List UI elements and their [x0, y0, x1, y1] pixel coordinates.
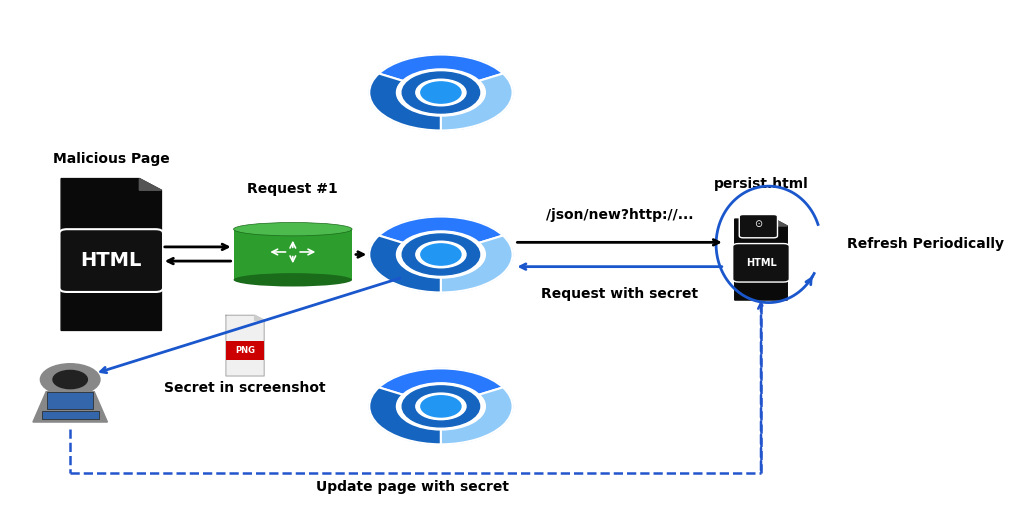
Text: ⊙: ⊙ [755, 219, 763, 229]
FancyBboxPatch shape [47, 392, 93, 409]
FancyBboxPatch shape [233, 229, 352, 280]
Circle shape [421, 82, 461, 103]
Circle shape [396, 69, 485, 116]
Text: HTML: HTML [81, 251, 142, 270]
Circle shape [396, 383, 485, 430]
Text: persist.html: persist.html [714, 177, 808, 191]
Circle shape [416, 241, 466, 268]
Ellipse shape [233, 222, 352, 236]
Wedge shape [379, 54, 503, 93]
Polygon shape [33, 392, 108, 422]
Circle shape [421, 244, 461, 265]
Text: /json/new?http://...: /json/new?http://... [546, 208, 693, 221]
Text: PNG: PNG [236, 346, 255, 355]
Circle shape [53, 371, 87, 389]
Text: HTML: HTML [745, 258, 776, 268]
Polygon shape [735, 219, 787, 300]
Circle shape [396, 231, 485, 278]
Polygon shape [255, 315, 264, 320]
Circle shape [370, 369, 513, 444]
Text: Secret in screenshot: Secret in screenshot [164, 381, 326, 395]
Wedge shape [370, 236, 441, 293]
Text: Refresh Periodically: Refresh Periodically [847, 237, 1004, 251]
Circle shape [402, 72, 479, 113]
Circle shape [416, 393, 466, 419]
Wedge shape [441, 387, 513, 444]
Circle shape [370, 54, 513, 130]
Circle shape [402, 386, 479, 427]
FancyBboxPatch shape [42, 411, 99, 419]
Polygon shape [139, 179, 162, 190]
Ellipse shape [233, 273, 352, 287]
Text: Malicious Page: Malicious Page [53, 152, 170, 166]
Polygon shape [226, 315, 264, 376]
Polygon shape [774, 219, 787, 226]
Wedge shape [370, 387, 441, 444]
Wedge shape [379, 369, 503, 406]
Circle shape [416, 79, 466, 106]
Circle shape [370, 216, 513, 293]
FancyBboxPatch shape [739, 214, 777, 238]
Circle shape [402, 234, 479, 275]
Wedge shape [441, 236, 513, 293]
Wedge shape [441, 73, 513, 130]
Text: Update page with secret: Update page with secret [315, 480, 509, 494]
Text: Request with secret: Request with secret [541, 288, 698, 301]
Wedge shape [370, 73, 441, 130]
Circle shape [421, 395, 461, 417]
Polygon shape [61, 179, 162, 330]
FancyBboxPatch shape [59, 229, 163, 292]
FancyBboxPatch shape [732, 244, 790, 282]
FancyBboxPatch shape [226, 341, 264, 360]
Circle shape [40, 364, 100, 395]
Wedge shape [379, 216, 503, 254]
Text: Request #1: Request #1 [248, 182, 338, 196]
